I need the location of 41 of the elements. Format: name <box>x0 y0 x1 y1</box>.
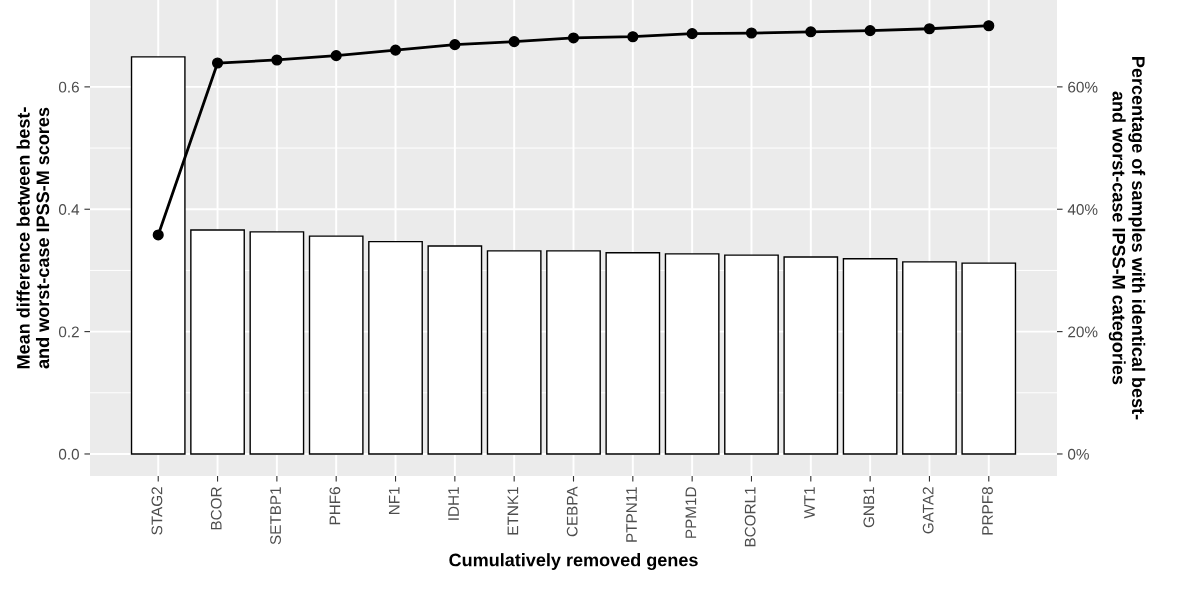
y-tick-label: 0.0 <box>58 448 79 460</box>
point <box>449 39 461 51</box>
point <box>389 44 402 56</box>
x-tick-label: PPM1D <box>685 487 697 538</box>
y2-tick-label: 40% <box>1067 204 1098 215</box>
x-tick-label: WT1 <box>804 487 815 519</box>
point <box>864 25 876 37</box>
point <box>508 36 520 48</box>
point <box>330 50 342 62</box>
x-tick-label: STAG2 <box>151 487 163 535</box>
point <box>152 229 164 241</box>
y2-tick-label: 60% <box>1068 81 1098 93</box>
x-tick-label: CEBPA <box>566 486 578 537</box>
point <box>567 32 580 44</box>
x-tick-label: BCORL1 <box>744 487 756 547</box>
y2-axis-title: Percentage of samples with identical best- and worst-case IPSS-M categories <box>1108 57 1146 420</box>
point <box>745 27 758 39</box>
x-axis-title: Cumulatively removed genes <box>449 553 698 571</box>
x-tick-label: SETBP1 <box>270 487 281 545</box>
point <box>983 20 995 32</box>
y-axis-title: Mean difference between best- and worst-case IPSS-M scores <box>16 107 50 369</box>
y-tick-label: 0.6 <box>58 81 79 93</box>
y2-tick-label: 0% <box>1068 448 1089 460</box>
y-tick-label: 0.4 <box>58 204 80 215</box>
point <box>923 23 936 35</box>
point <box>686 28 698 40</box>
x-tick-label: BCOR <box>210 487 222 530</box>
x-tick-label: PTPN11 <box>626 487 637 542</box>
x-tick-label: PRPF8 <box>982 487 993 535</box>
point <box>211 57 224 69</box>
point <box>271 54 283 66</box>
x-tick-label: IDH1 <box>448 487 459 520</box>
x-tick-label: ETNK1 <box>507 487 519 535</box>
x-tick-label: GATA2 <box>922 487 934 534</box>
x-tick-label: GNB1 <box>863 487 875 528</box>
x-tick-label: PHF6 <box>329 487 341 525</box>
x-tick-label: NF1 <box>388 487 400 515</box>
y2-tick-label: 20% <box>1068 326 1098 338</box>
y-tick-label: 0.2 <box>58 326 79 338</box>
point <box>805 26 817 38</box>
point <box>627 31 639 43</box>
